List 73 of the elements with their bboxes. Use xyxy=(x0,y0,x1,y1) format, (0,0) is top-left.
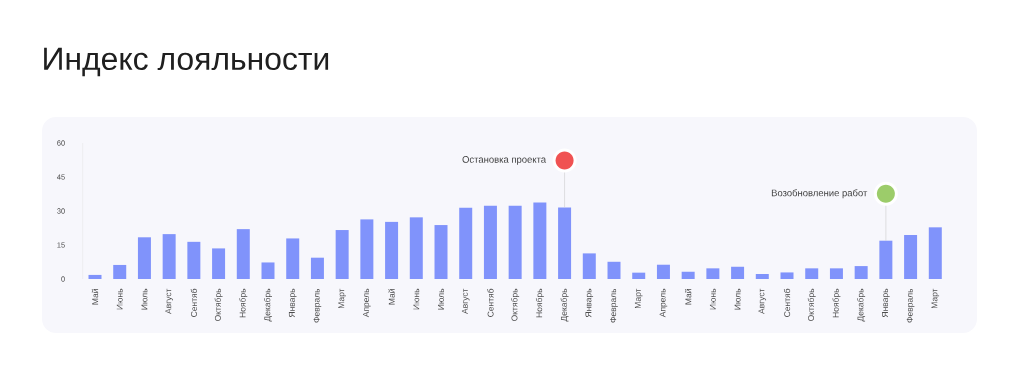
bar xyxy=(829,268,843,279)
x-tick-label: Сентяб xyxy=(487,288,494,317)
x-tick-label: Март xyxy=(931,288,940,309)
x-tick-label: Январь xyxy=(585,288,594,318)
x-tick-label: Август xyxy=(165,288,173,314)
x-tick-label: Август xyxy=(758,288,767,314)
x-tick-label: Апрель xyxy=(363,288,371,318)
x-tick-label: Февраль xyxy=(610,288,618,323)
bar xyxy=(928,227,942,279)
x-tick-label: Июнь xyxy=(413,288,420,310)
x-tick-label: Январь xyxy=(882,288,890,318)
bar xyxy=(904,235,918,279)
x-tick-label: Ноябрь xyxy=(832,288,841,318)
x-tick-label: Октябрь xyxy=(214,288,223,321)
bar xyxy=(656,264,670,279)
chart-title: Индекс лояльности xyxy=(44,47,329,77)
bar xyxy=(113,264,127,279)
bar xyxy=(558,207,572,279)
bar xyxy=(261,262,275,279)
bar xyxy=(162,234,176,279)
x-tick-label: Ноябрь xyxy=(239,288,248,318)
x-tick-label: Октябрь xyxy=(511,288,520,321)
bar xyxy=(88,274,102,279)
x-tick-label: Сентяб xyxy=(783,288,791,317)
x-tick-label: Февраль xyxy=(906,288,915,323)
bar xyxy=(533,202,547,279)
bar xyxy=(360,219,374,279)
x-tick-label: Июль xyxy=(734,288,741,310)
bar xyxy=(434,225,448,279)
bar xyxy=(286,238,300,279)
bar xyxy=(212,248,226,279)
bar xyxy=(706,268,720,279)
x-tick-label: Июнь xyxy=(709,288,716,310)
x-tick-label: Декабрь xyxy=(560,288,569,322)
bar xyxy=(409,217,423,279)
bar xyxy=(731,266,745,279)
bar xyxy=(187,241,201,279)
bar xyxy=(854,266,868,279)
bar xyxy=(607,261,621,279)
bar xyxy=(755,274,769,279)
bar xyxy=(582,253,596,279)
bar xyxy=(310,257,324,279)
bar xyxy=(137,237,151,279)
x-tick-label: Декабрь xyxy=(857,288,866,322)
bar xyxy=(508,205,522,279)
bar xyxy=(483,205,497,279)
x-tick-label: Апрель xyxy=(659,288,668,318)
x-tick-label: Июль xyxy=(438,288,444,310)
x-tick-label: Ноябрь xyxy=(535,288,544,318)
x-tick-label: Март xyxy=(338,288,346,309)
x-tick-label: Декабрь xyxy=(264,288,272,322)
x-tick-label: Август xyxy=(461,288,470,314)
x-tick-label: Июль xyxy=(141,288,148,310)
x-tick-label: Январь xyxy=(288,288,297,318)
x-tick-label: Февраль xyxy=(313,288,322,323)
bar xyxy=(632,272,646,279)
x-tick-label: Июнь xyxy=(116,288,123,310)
x-tick-label: Сентяб xyxy=(190,288,198,317)
annotation: Возобновление работ xyxy=(771,189,868,199)
bar xyxy=(879,240,893,279)
x-tick-label: Октябрь xyxy=(807,288,816,321)
bar xyxy=(681,271,695,279)
bar xyxy=(236,229,250,279)
bar xyxy=(780,272,794,279)
x-tick-label: Май xyxy=(91,289,99,305)
x-tick-label: Май xyxy=(388,289,395,305)
x-tick-label: Март xyxy=(634,288,643,309)
bar xyxy=(335,230,349,279)
x-tick-label: Май xyxy=(684,289,692,305)
bar xyxy=(805,268,819,279)
annotation: Остановка проекта xyxy=(462,156,547,165)
bar xyxy=(459,207,473,279)
bar xyxy=(385,221,399,279)
